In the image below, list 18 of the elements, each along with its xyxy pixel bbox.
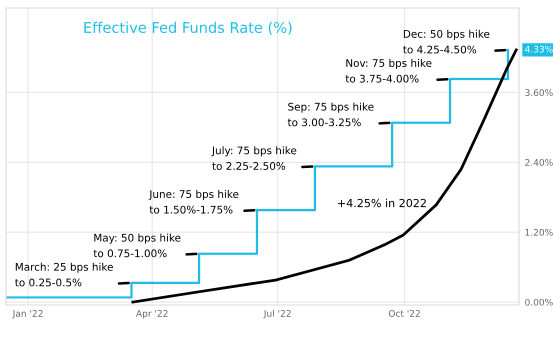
x-tick-label: Jan '22 [12, 310, 43, 319]
y-tick-label: 0.00% [525, 298, 553, 306]
annotation: Nov: 75 bps hike to 3.75-4.00% [346, 58, 432, 83]
x-tick-label: Apr '22 [136, 310, 168, 319]
annotation: Dec: 50 bps hike to 4.25-4.50% [403, 30, 490, 54]
annotation: March: 25 bps hike to 0.25-0.5% [15, 262, 113, 286]
text: Effective Fed Funds Rate (%) [84, 22, 292, 35]
annotation: June: 75 bps hike to 1.50%-1.75% [148, 190, 238, 214]
annotation: July: 75 bps hike to 2.25-2.50% [211, 146, 296, 170]
y-tick-label: 2.40% [525, 159, 553, 166]
annotation: May: 50 bps hike to 0.75-1.00% [94, 234, 180, 258]
x-tick-label: Jul '22 [263, 310, 291, 319]
y-tick-label: 1.20% [526, 228, 553, 236]
x-tick-label: Oct '22 [388, 310, 420, 317]
annotation: Sep: 75 bps hike to 3.00-3.25% [288, 102, 374, 126]
annotation: 4.33% [524, 46, 553, 53]
y-tick-label: 3.60% [525, 89, 553, 96]
annotation: +4.25% in 2022 [338, 198, 426, 208]
